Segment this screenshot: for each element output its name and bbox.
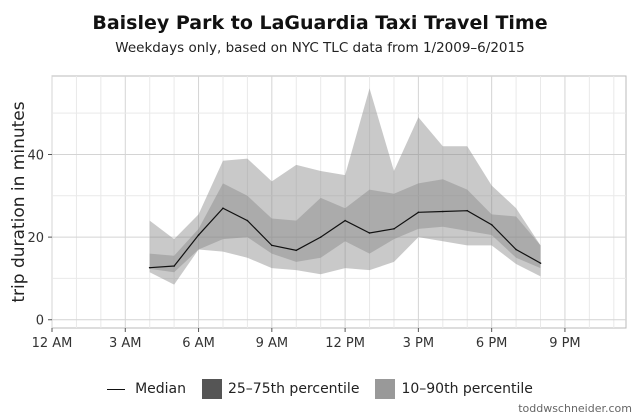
legend: Median 25–75th percentile 10–90th percen… [0,379,640,399]
median-point [271,244,273,247]
median-point [368,232,371,234]
y-tick-label: 20 [27,231,44,246]
credit-text: toddwschneider.com [518,402,632,415]
legend-swatch-iqr [201,379,222,399]
legend-swatch-p10-90 [375,379,396,399]
y-axis-label: trip duration in minutes [9,101,29,302]
legend-label-p10-90: 10–90th percentile [401,381,533,397]
band-25-75-percentile [149,179,541,273]
median-point [539,262,542,264]
x-tick-label: 9 AM [256,336,289,351]
legend-item-median: Median [107,381,186,397]
x-tick-label: 6 PM [476,336,507,351]
median-point [466,209,469,212]
median-point [173,265,175,267]
x-tick-label: 6 AM [182,336,215,351]
x-tick-label: 9 PM [549,336,580,351]
x-tick-label: 3 PM [403,336,434,351]
chart-title: Baisley Park to LaGuardia Taxi Travel Ti… [92,12,548,34]
legend-label-median: Median [135,381,186,397]
y-tick-label: 0 [36,314,44,329]
band-10-90-percentile [149,88,541,285]
legend-item-iqr: 25–75th percentile [201,379,360,399]
median-point [417,211,420,214]
median-point [148,266,151,269]
x-tick-label: 12 AM [32,336,73,351]
axes: 12 AM 3 AM 6 AM 9 AM 12 PM 3 PM 6 PM 9 PM 0 20 40 [27,148,580,351]
median-point [319,236,322,238]
median-point [246,219,249,222]
y-tick-label: 40 [27,148,44,163]
chart-subtitle: Weekdays only, based on NYC TLC data fro… [115,40,525,56]
median-point [222,207,224,209]
median-point [344,219,346,222]
percentile-bands [149,88,541,285]
legend-swatch-median [107,388,126,390]
median-line-group [148,207,542,269]
median-point [295,249,298,252]
plot-background [51,75,627,329]
x-tick-label: 12 PM [325,336,365,351]
median-point [197,234,200,236]
legend-item-p10-90: 10–90th percentile [375,379,533,399]
median-point [442,210,444,213]
median-point [515,248,517,251]
median-point [490,223,493,226]
legend-label-iqr: 25–75th percentile [227,381,360,397]
median-point [393,228,395,230]
x-tick-label: 3 AM [109,336,142,351]
gridlines [51,76,626,328]
